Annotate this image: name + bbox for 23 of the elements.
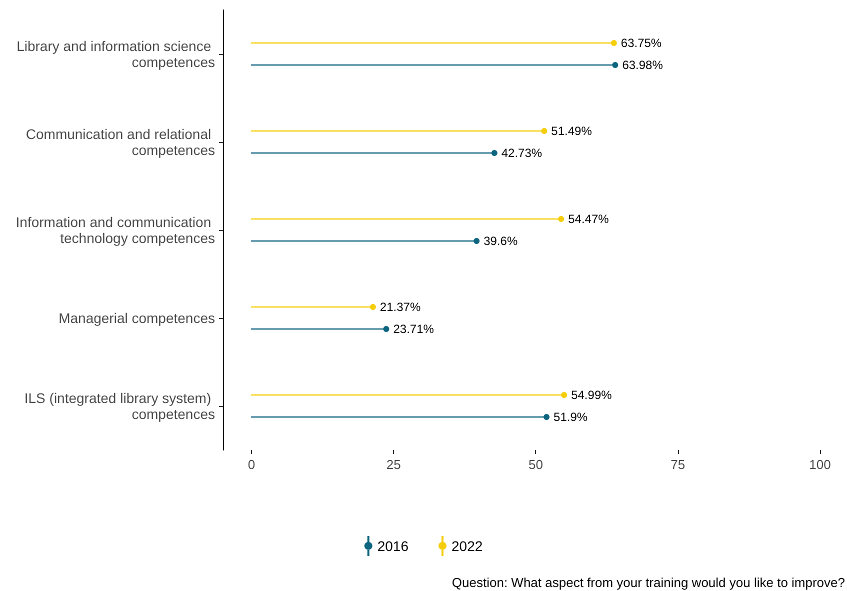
data-label: 54.47% xyxy=(568,212,610,226)
data-label: 54.99% xyxy=(571,388,612,402)
x-tick-label: 100 xyxy=(809,457,831,472)
x-tick-label: 75 xyxy=(670,457,686,472)
legend-label: 2022 xyxy=(452,538,483,554)
data-label: 63.75% xyxy=(620,36,662,50)
data-label: 51.9% xyxy=(554,410,588,424)
legend-label: 2016 xyxy=(377,538,409,554)
text: Question: What aspect from your training would you like to improve? xyxy=(452,575,846,590)
y-tick-label: ILS (integrated library system) competences xyxy=(24,390,215,422)
y-tick-label: Communication and relational competences xyxy=(26,126,215,158)
x-tick-label: 0 xyxy=(248,457,256,472)
data-label: 23.71% xyxy=(393,322,434,336)
x-tick-label: 25 xyxy=(386,457,401,472)
data-label: 39.6% xyxy=(484,234,518,248)
data-label: 42.73% xyxy=(501,146,542,160)
y-tick-label: Managerial competences xyxy=(58,310,215,326)
x-tick-label: 50 xyxy=(528,457,543,472)
y-tick-label: Library and information science competences xyxy=(16,38,215,70)
data-label: 51.49% xyxy=(551,124,592,138)
y-tick-label: Information and communication technology competences xyxy=(16,214,215,246)
data-label: 63.98% xyxy=(622,58,664,72)
data-label: 21.37% xyxy=(380,300,421,314)
